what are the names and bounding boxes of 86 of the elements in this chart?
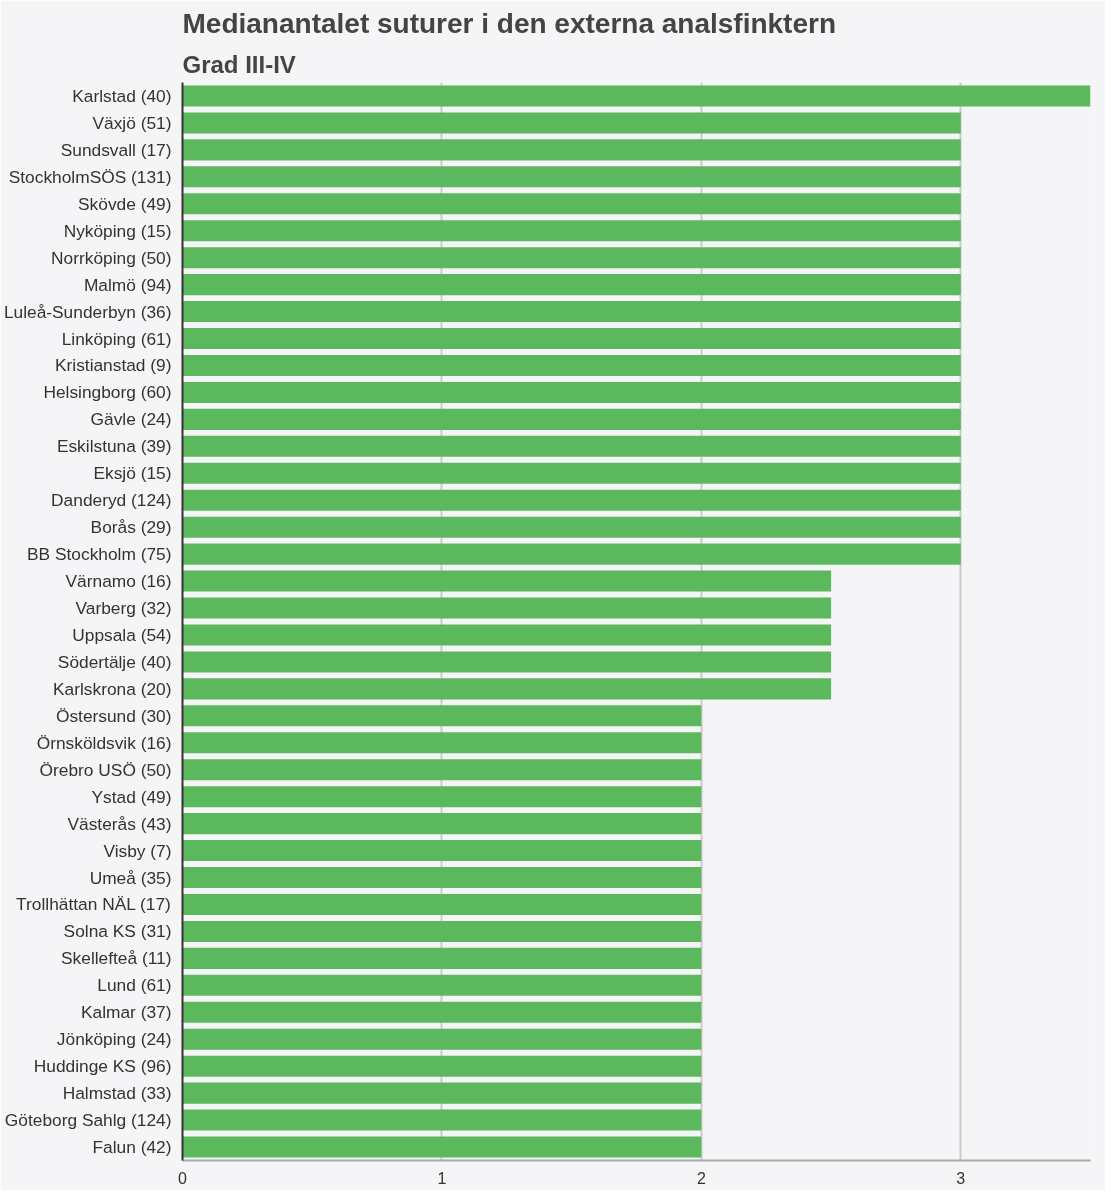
bar (182, 543, 961, 565)
y-tick-label: Gävle (24) (90, 409, 172, 430)
bar (182, 489, 961, 511)
y-tick-label: Karlstad (40) (72, 85, 172, 106)
y-tick-label: Visby (7) (103, 840, 172, 861)
bar (182, 247, 961, 269)
bar (182, 867, 702, 889)
y-tick-label: Södertälje (40) (57, 651, 172, 672)
y-tick-label: Örnsköldsvik (16) (36, 732, 172, 753)
y-tick-label: Falun (42) (92, 1137, 172, 1158)
bar (182, 1028, 702, 1050)
y-tick-label: Danderyd (124) (51, 490, 172, 511)
x-tick-label: 0 (178, 1169, 188, 1187)
x-tick-label: 1 (437, 1169, 447, 1187)
bar (182, 462, 961, 484)
bar (182, 974, 702, 996)
bar (182, 651, 832, 673)
bar (182, 947, 702, 969)
bar (182, 813, 702, 835)
bar (182, 732, 702, 754)
bar (182, 1055, 702, 1077)
y-tick-label: Skellefteå (11) (61, 948, 172, 969)
y-tick-label: Malmö (94) (83, 274, 172, 295)
y-tick-label: Nyköping (15) (63, 220, 172, 241)
y-tick-label: Norrköping (50) (51, 247, 172, 268)
bar (182, 220, 961, 242)
x-tick-label: 2 (696, 1169, 706, 1187)
y-tick-label: Luleå-Sunderbyn (36) (3, 301, 172, 322)
bar (182, 624, 832, 646)
bar (182, 516, 961, 538)
bar (182, 786, 702, 808)
chart-title: Medianantalet suturer i den externa analsfinktern (182, 7, 837, 39)
bar (182, 840, 702, 862)
y-tick-label: Eksjö (15) (93, 463, 172, 484)
bar (182, 920, 702, 942)
y-tick-label: Värnamo (16) (65, 571, 172, 592)
y-tick-label: Solna KS (31) (63, 921, 172, 942)
y-tick-label: Halmstad (33) (62, 1083, 172, 1104)
y-tick-label: Uppsala (54) (72, 624, 172, 645)
bar (182, 408, 961, 430)
y-tick-label: Borås (29) (90, 517, 172, 538)
y-tick-label: Umeå (35) (89, 867, 172, 888)
bar (182, 435, 961, 457)
bar (182, 1001, 702, 1023)
y-tick-label: Huddinge KS (96) (33, 1056, 172, 1077)
y-tick-label: Jönköping (24) (56, 1029, 172, 1050)
bar (182, 759, 702, 781)
bar (182, 570, 832, 592)
x-tick-label: 3 (956, 1169, 966, 1187)
bar (182, 274, 961, 296)
y-tick-label: Varberg (32) (75, 598, 172, 619)
y-tick-label: Skövde (49) (78, 193, 172, 214)
y-tick-label: Karlskrona (20) (53, 678, 172, 699)
bar (182, 166, 961, 188)
bar (182, 1082, 702, 1104)
y-tick-label: Trollhättan NÄL (17) (16, 894, 171, 915)
y-tick-label: Göteborg Sahlg (124) (4, 1110, 172, 1131)
bar (182, 139, 961, 161)
y-tick-label: Helsingborg (60) (43, 382, 172, 403)
bar (182, 705, 702, 727)
bar (182, 893, 702, 915)
bar (182, 193, 961, 215)
y-tick-label: StockholmSÖS (131) (8, 166, 172, 187)
bar (182, 328, 961, 350)
y-tick-label: Östersund (30) (55, 705, 172, 726)
y-tick-label: Växjö (51) (92, 112, 172, 133)
y-tick-label: Örebro USÖ (50) (39, 759, 172, 780)
bar (182, 1109, 702, 1131)
bar (182, 301, 961, 323)
y-tick-label: BB Stockholm (75) (27, 544, 172, 565)
y-tick-label: Eskilstuna (39) (56, 436, 172, 457)
y-tick-label: Linköping (61) (61, 328, 172, 349)
bar (182, 597, 832, 619)
y-tick-label: Västerås (43) (67, 813, 172, 834)
chart-subtitle: Grad III-IV (182, 50, 296, 78)
y-tick-label: Kristianstad (9) (54, 355, 172, 376)
bar (182, 678, 832, 700)
y-tick-label: Sundsvall (17) (60, 139, 172, 160)
bar (182, 381, 961, 403)
y-tick-label: Lund (61) (97, 975, 172, 996)
bar (182, 112, 961, 134)
bar (182, 354, 961, 376)
y-tick-label: Kalmar (37) (80, 1002, 172, 1023)
bar (182, 1136, 702, 1158)
bar (182, 85, 1091, 107)
y-tick-label: Ystad (49) (91, 786, 172, 807)
